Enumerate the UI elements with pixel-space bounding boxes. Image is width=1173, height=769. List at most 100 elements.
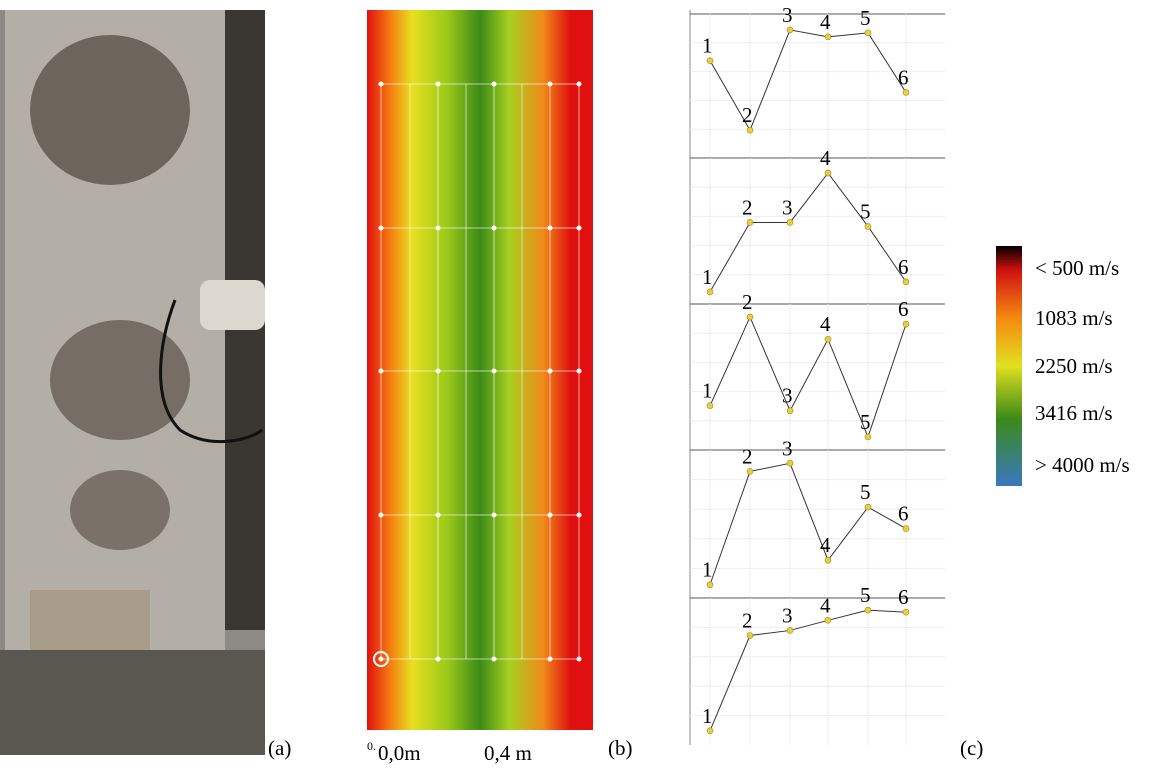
grid-node: [547, 225, 553, 231]
point: [902, 608, 910, 616]
grid-node: [576, 656, 582, 662]
point: [746, 632, 754, 639]
point: [706, 288, 714, 296]
point: [786, 407, 794, 415]
point: [824, 617, 832, 624]
point-label: 6: [898, 65, 909, 89]
point: [864, 503, 872, 511]
grid-node: [547, 368, 553, 374]
point: [786, 219, 794, 226]
grid-node: [547, 81, 553, 87]
origin-label: 0.: [367, 739, 376, 753]
point-label: 3: [782, 436, 793, 460]
point-label: 1: [702, 558, 713, 582]
point: [864, 223, 872, 230]
x-label: 0,4 m: [484, 741, 532, 765]
point-label: 2: [742, 195, 753, 219]
line: [709, 609, 907, 732]
grid-node: [378, 368, 384, 374]
point-label: 1: [702, 704, 713, 728]
point-label: 1: [702, 379, 713, 403]
point-label: 4: [820, 10, 831, 34]
grid-node: [576, 512, 582, 518]
point: [746, 219, 754, 226]
point: [706, 727, 714, 735]
point: [786, 627, 794, 634]
point-label: 2: [742, 444, 753, 468]
line: [709, 462, 907, 585]
panel-label: (c): [960, 736, 983, 760]
grid-node: [547, 656, 553, 662]
point: [824, 33, 832, 41]
grid-node: [378, 656, 384, 662]
point-label: 6: [898, 255, 909, 279]
photo: [0, 10, 265, 755]
line: [709, 29, 907, 132]
point-label: 4: [820, 533, 831, 557]
legend-label: > 4000 m/s: [1035, 453, 1130, 477]
point: [824, 556, 832, 564]
grid-node: [435, 225, 441, 231]
origin-marker: [373, 651, 389, 667]
grid-node: [576, 81, 582, 87]
point-label: 2: [742, 609, 753, 633]
grid-node: [491, 81, 497, 87]
legend-label: 1083 m/s: [1035, 306, 1113, 330]
point: [864, 433, 872, 441]
point-label: 1: [702, 265, 713, 289]
point: [786, 459, 794, 467]
point-label: 3: [782, 195, 793, 219]
x-label: 0,0m: [378, 741, 421, 765]
point: [746, 313, 754, 321]
panel-label: (a): [268, 736, 291, 760]
point-label: 6: [898, 502, 909, 526]
point-label: 3: [782, 384, 793, 408]
point: [902, 278, 910, 286]
point-label: 4: [820, 593, 831, 617]
point: [824, 169, 832, 177]
line: [709, 315, 907, 439]
point-label: 4: [820, 146, 831, 170]
point-label: 2: [742, 290, 753, 314]
grid-node: [576, 225, 582, 231]
panel-label: (b): [608, 736, 633, 760]
line: [709, 172, 907, 293]
grid-node: [491, 512, 497, 518]
grid-node: [378, 512, 384, 518]
heatmap-grid: [378, 81, 582, 662]
point: [706, 57, 714, 64]
legend-label: < 500 m/s: [1035, 256, 1119, 280]
grid-node: [491, 225, 497, 231]
point: [786, 26, 794, 34]
legend-label: 3416 m/s: [1035, 401, 1113, 425]
point-label: 3: [782, 3, 793, 27]
grid-node: [491, 656, 497, 662]
point: [902, 89, 910, 96]
point-label: 2: [742, 103, 753, 127]
point-label: 6: [898, 297, 909, 321]
point: [746, 468, 754, 475]
point-label: 5: [860, 480, 871, 504]
point: [864, 29, 872, 37]
grid-node: [576, 368, 582, 374]
point: [824, 335, 832, 343]
point-label: 4: [820, 312, 831, 336]
point: [864, 606, 872, 614]
point: [902, 320, 910, 328]
grid-node: [435, 512, 441, 518]
grid-node: [491, 368, 497, 374]
point-label: 5: [860, 199, 871, 223]
point: [706, 402, 714, 409]
point-label: 6: [898, 585, 909, 609]
point-label: 5: [860, 6, 871, 30]
legend-colorbar: [996, 246, 1022, 486]
point: [746, 126, 754, 134]
point-label: 5: [860, 410, 871, 434]
point-label: 3: [782, 603, 793, 627]
point-label: 1: [702, 34, 713, 58]
grid-node: [435, 656, 441, 662]
point: [902, 525, 910, 532]
grid-node: [547, 512, 553, 518]
legend-label: 2250 m/s: [1035, 354, 1113, 378]
